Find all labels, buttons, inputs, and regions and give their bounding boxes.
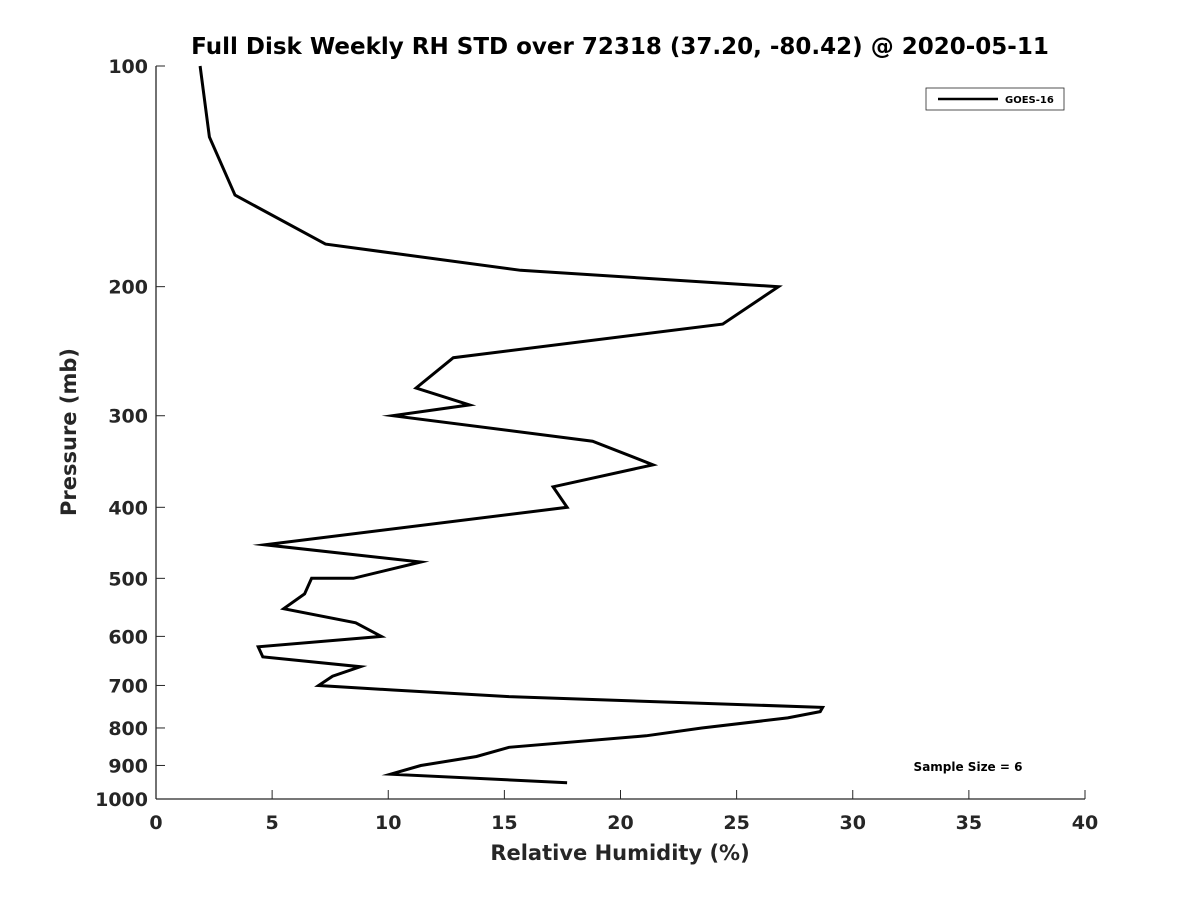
chart-title: Full Disk Weekly RH STD over 72318 (37.2… bbox=[191, 34, 1049, 60]
x-tick-label: 40 bbox=[1072, 812, 1098, 834]
x-tick-label: 15 bbox=[491, 812, 517, 834]
y-tick-label: 500 bbox=[108, 568, 148, 590]
y-tick-label: 300 bbox=[108, 406, 148, 428]
x-tick-label: 20 bbox=[607, 812, 633, 834]
y-tick-label: 200 bbox=[108, 277, 148, 299]
y-tick-label: 400 bbox=[108, 497, 148, 519]
y-tick-label: 900 bbox=[108, 755, 148, 777]
y-tick-label: 100 bbox=[108, 56, 148, 78]
x-tick-label: 5 bbox=[266, 812, 279, 834]
y-tick-label: 700 bbox=[108, 675, 148, 697]
y-axis: 100 200 300 400 500 600 700 800 900 1000 bbox=[95, 56, 165, 811]
legend: GOES-16 bbox=[925, 87, 1065, 111]
y-tick-label: 600 bbox=[108, 626, 148, 648]
x-tick-label: 25 bbox=[723, 812, 749, 834]
y-tick-label: 1000 bbox=[95, 789, 148, 811]
x-tick-label: 35 bbox=[956, 812, 982, 834]
y-axis-label: Pressure (mb) bbox=[57, 348, 81, 516]
series-line-goes-16 bbox=[198, 65, 826, 785]
x-tick-label: 10 bbox=[375, 812, 401, 834]
sample-size-annotation: Sample Size = 6 bbox=[914, 760, 1023, 774]
x-axis: 0 5 10 15 20 25 30 35 40 bbox=[149, 790, 1098, 834]
x-tick-label: 0 bbox=[149, 812, 162, 834]
series-layer bbox=[198, 65, 826, 785]
y-tick-label: 800 bbox=[108, 718, 148, 740]
legend-label: GOES-16 bbox=[1005, 95, 1054, 106]
x-tick-label: 30 bbox=[840, 812, 866, 834]
x-axis-label: Relative Humidity (%) bbox=[490, 841, 749, 865]
